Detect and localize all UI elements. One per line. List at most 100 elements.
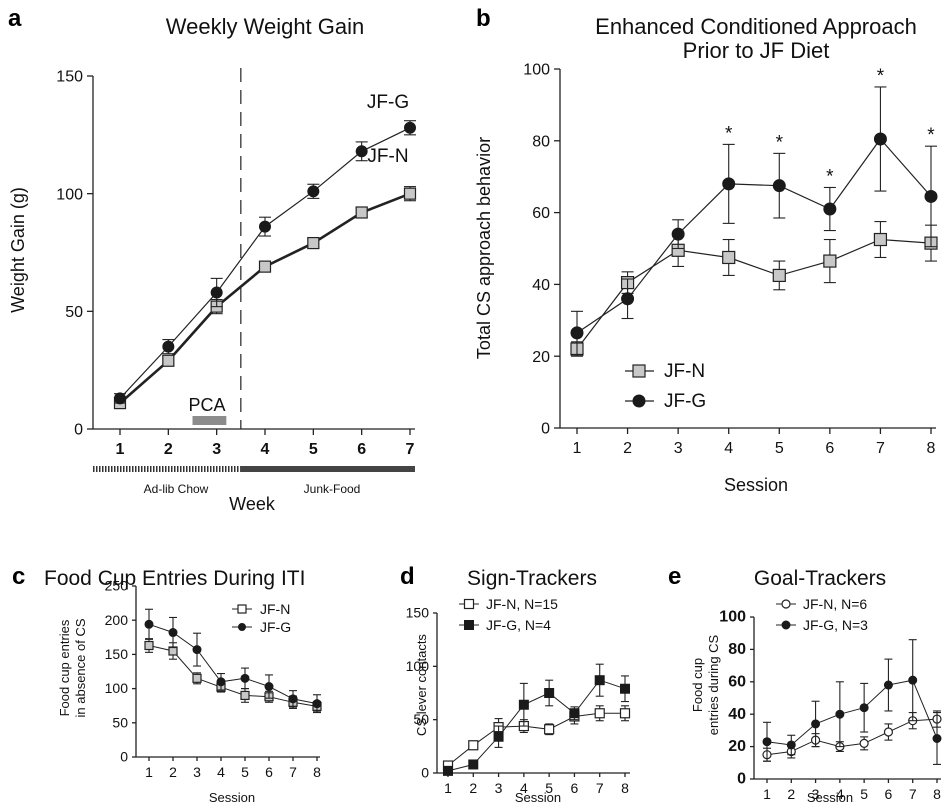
x-tick-label: 8	[927, 440, 936, 457]
y-tick-label: 0	[74, 422, 83, 439]
panel-a-title: Weekly Weight Gain	[166, 14, 365, 39]
data-point	[621, 292, 635, 306]
legend-marker-jfn	[781, 599, 791, 609]
x-tick-label: 1	[444, 780, 452, 796]
data-point	[403, 187, 417, 200]
y-tick-label: 50	[112, 714, 128, 730]
panel-b-title-line1: Enhanced Conditioned Approach	[595, 14, 917, 39]
data-point	[493, 731, 504, 742]
data-point	[908, 675, 918, 685]
panel-e-xlabel: Session	[807, 790, 853, 805]
data-point	[823, 202, 837, 216]
x-tick-label: 1	[763, 786, 771, 802]
data-point	[216, 677, 226, 687]
x-tick-label: 3	[674, 440, 683, 457]
data-point	[932, 734, 942, 743]
data-point	[772, 268, 786, 283]
data-point	[594, 708, 605, 719]
legend-marker-jfg	[632, 394, 646, 408]
legend-label-jfn: JF-N, N=15	[486, 596, 558, 612]
y-tick-label: 80	[728, 641, 746, 658]
x-tick-label: 2	[469, 780, 477, 796]
data-point	[823, 254, 837, 268]
y-tick-label: 150	[56, 69, 83, 86]
y-tick-label: 100	[719, 609, 746, 626]
panel-a-label-jfg: JF-G	[367, 92, 409, 113]
series-1	[762, 639, 942, 765]
data-point	[619, 708, 631, 719]
data-point	[144, 619, 154, 629]
panel-letter-b: b	[476, 5, 491, 32]
data-point	[240, 673, 250, 683]
data-point	[671, 227, 685, 241]
data-point	[722, 250, 736, 265]
x-tick-label: 5	[545, 780, 553, 796]
panel-c-plot: 0 50 100 150 200 250 1 2 3 4 5 6 7 8 JF-N JF-G	[105, 578, 322, 780]
data-point	[144, 640, 154, 651]
y-tick-label: 150	[406, 605, 430, 621]
legend-label-jfg: JF-G, N=3	[803, 617, 868, 633]
x-tick-label: 1	[573, 440, 582, 457]
panel-b-title-line2: Prior to JF Diet	[683, 38, 830, 63]
data-point	[264, 682, 274, 692]
data-point	[873, 132, 887, 146]
data-point	[258, 260, 272, 273]
data-point	[762, 737, 772, 747]
panel-a-xlabel: Week	[229, 494, 276, 514]
data-point	[192, 673, 202, 683]
x-tick-label: 8	[933, 786, 941, 802]
data-point	[786, 740, 796, 750]
x-tick-label: 6	[885, 786, 893, 802]
panel-e-plot: 0 20 40 60 80 100 1 2 3 4 5 6 7 8 JF-N, N=6 JF-G, N=3	[719, 596, 942, 802]
series-line	[447, 679, 626, 772]
legend-marker-jfn	[463, 598, 475, 610]
data-point	[883, 727, 894, 737]
data-point	[114, 392, 126, 405]
data-point	[162, 354, 175, 367]
x-tick-label: 5	[241, 764, 249, 780]
panel-b-plot: 0 20 40 60 80 100 1 2 3 4 5 6 7 8 * * * * * JF-N JF-G	[523, 62, 938, 457]
data-point	[859, 738, 869, 748]
x-tick-label: 1	[145, 764, 153, 780]
series-line	[576, 238, 932, 350]
data-point	[811, 719, 821, 729]
panel-e-ylabel-line1: Food cup	[690, 658, 705, 712]
data-point	[772, 179, 786, 193]
x-tick-label: 6	[265, 764, 273, 780]
panel-d-title: Sign-Trackers	[467, 567, 597, 590]
x-tick-label: 8	[621, 780, 629, 796]
panel-c-title: Food Cup Entries During ITI	[44, 567, 305, 590]
panel-a-period-chow: Ad-lib Chow	[144, 482, 209, 496]
x-tick-label: 5	[309, 441, 318, 458]
x-tick-label: 2	[164, 441, 173, 458]
data-point	[312, 699, 322, 709]
x-tick-label: 8	[313, 764, 321, 780]
panel-letter-d: d	[400, 563, 415, 590]
panel-e-ylabel-line2: entries during CS	[706, 634, 721, 735]
x-tick-label: 2	[169, 764, 177, 780]
panel-d-plot: 0 50 100 150 1 2 3 4 5 6 7 8 JF-N, N=15 JF-G, N=4	[406, 596, 631, 796]
y-tick-label: 250	[105, 578, 129, 594]
x-tick-label: 3	[193, 764, 201, 780]
x-tick-label: 3	[212, 441, 221, 458]
x-tick-label: 1	[116, 441, 125, 458]
y-tick-label: 40	[532, 277, 550, 294]
series-0	[762, 710, 942, 762]
legend-marker-jfg	[238, 623, 246, 631]
y-tick-label: 100	[56, 186, 83, 203]
data-point	[835, 709, 845, 719]
y-tick-label: 150	[105, 646, 129, 662]
x-tick-label: 4	[836, 786, 844, 802]
data-point	[210, 286, 223, 299]
y-tick-label: 20	[532, 349, 550, 366]
data-point	[355, 206, 368, 219]
data-point	[468, 740, 479, 751]
x-tick-label: 4	[261, 441, 270, 458]
data-point	[883, 680, 893, 690]
panel-letter-e: e	[668, 563, 681, 590]
data-point	[404, 121, 416, 134]
legend-label-jfn: JF-N	[260, 601, 290, 617]
x-tick-label: 3	[495, 780, 503, 796]
data-point	[288, 694, 298, 704]
panel-c-xlabel: Session	[209, 790, 255, 805]
